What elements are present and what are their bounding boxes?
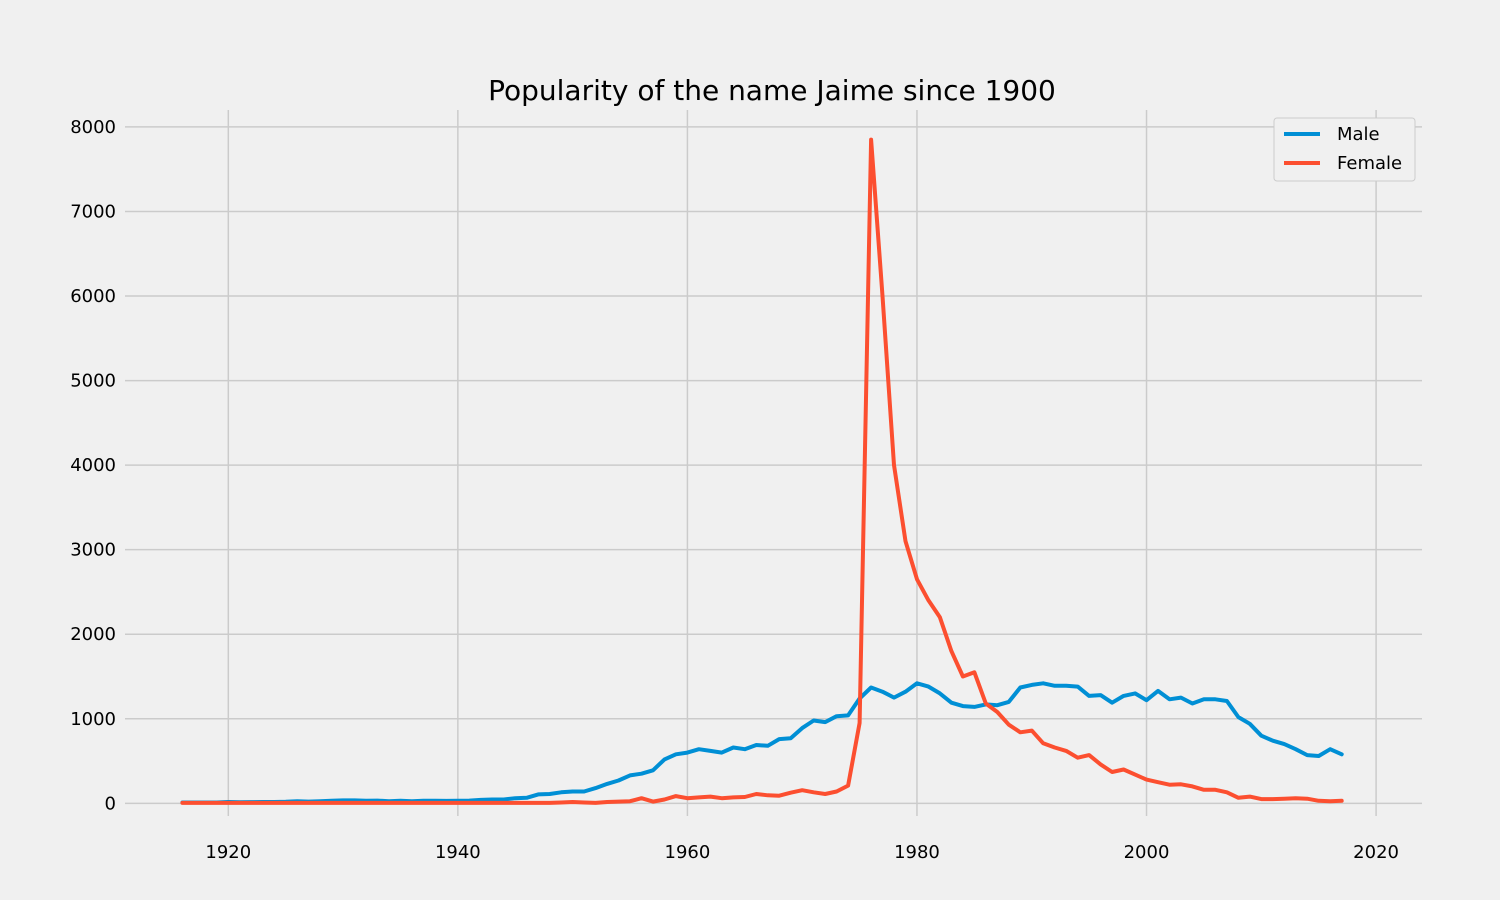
y-tick-label-7000: 7000 [70,201,116,222]
y-tick-label-2000: 2000 [70,624,116,645]
y-tick-label-0: 0 [105,793,116,814]
legend: Male Female [1273,117,1416,182]
y-tick-label-1000: 1000 [70,709,116,730]
legend-label-female: Female [1337,153,1402,174]
x-tick-label-1960: 1960 [665,842,711,863]
x-tick-label-1940: 1940 [435,842,481,863]
y-tick-label-8000: 8000 [70,117,116,138]
series-layer [180,137,1344,805]
y-tick-labels: 0 1000 2000 3000 4000 5000 6000 7000 8000 [70,117,116,814]
x-tick-label-2000: 2000 [1124,842,1170,863]
series-line-male [180,681,1344,805]
chart-title: Popularity of the name Jaime since 1900 [488,74,1056,107]
y-tick-label-4000: 4000 [70,455,116,476]
grid-layer [125,110,1422,816]
x-tick-label-1980: 1980 [894,842,940,863]
y-tick-label-5000: 5000 [70,371,116,392]
series-line-female [180,137,1344,805]
x-tick-label-2020: 2020 [1353,842,1399,863]
legend-label-male: Male [1337,124,1380,145]
x-tick-label-1920: 1920 [205,842,251,863]
x-tick-labels: 1920 1940 1960 1980 2000 2020 [205,842,1399,863]
y-tick-label-3000: 3000 [70,540,116,561]
y-tick-label-6000: 6000 [70,286,116,307]
